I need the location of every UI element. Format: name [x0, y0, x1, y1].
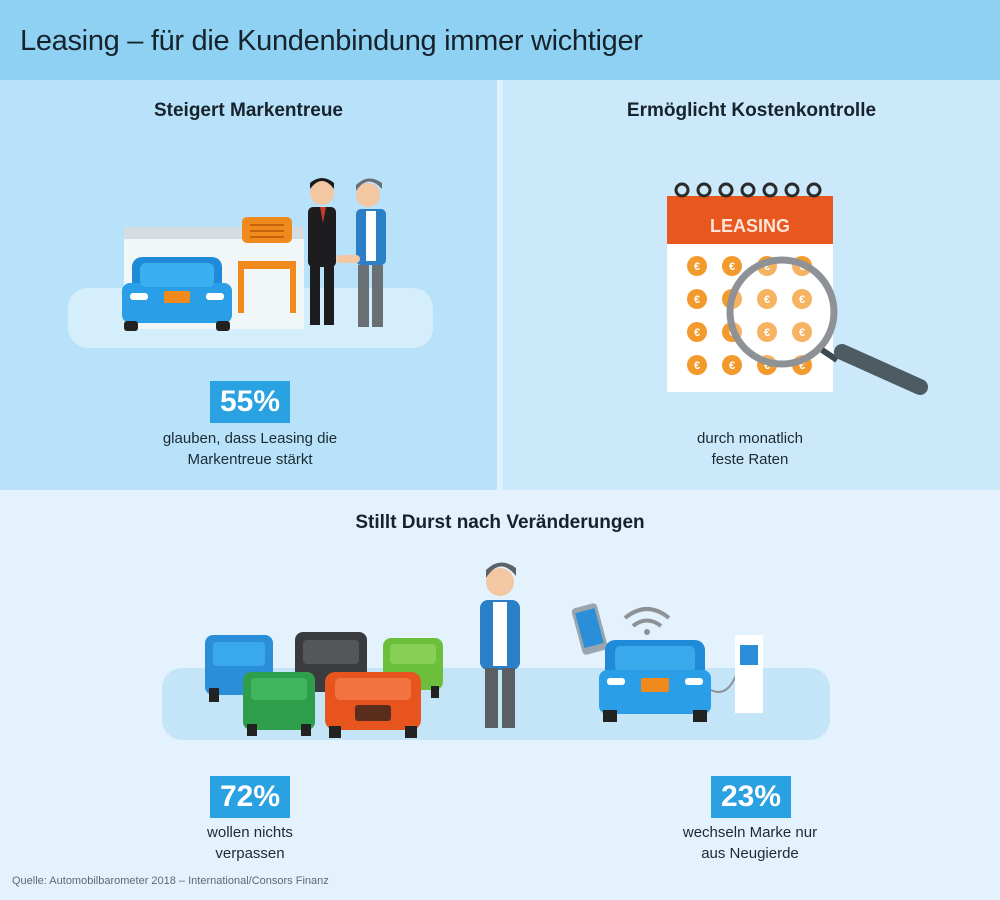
svg-text:€: €: [799, 327, 805, 339]
stat-loyalty: 55%: [210, 381, 290, 423]
cars-person-ev-charging-icon: [205, 562, 763, 738]
caption-loyalty: glauben, dass Leasing die Markentreue st…: [162, 430, 338, 468]
source-note: Quelle: Automobilbarometer 2018 – Intern…: [12, 875, 329, 887]
svg-text:€: €: [764, 360, 770, 372]
svg-text:€: €: [799, 294, 805, 306]
page-title: Leasing – für die Kundenbindung immer wi…: [20, 25, 643, 57]
svg-text:€: €: [764, 327, 770, 339]
svg-text:€: €: [799, 360, 805, 372]
divider: [497, 80, 503, 490]
svg-text:€: €: [694, 294, 700, 306]
section-title-cost-control: Ermöglicht Kostenkontrolle: [626, 100, 877, 121]
svg-text:€: €: [764, 294, 770, 306]
stat-fomo: 72%: [210, 776, 290, 818]
svg-text:€: €: [729, 360, 735, 372]
caption-cost-control: durch monatlich feste Raten: [697, 430, 803, 468]
svg-text:€: €: [694, 327, 700, 339]
svg-text:€: €: [694, 360, 700, 372]
stat-curiosity: 23%: [711, 776, 791, 818]
header-banner: Leasing – für die Kundenbindung immer wi…: [0, 0, 1000, 80]
calendar-euro-magnifier-icon: LEASING €€€€ €€€€ €€€€ €€€€: [667, 182, 928, 395]
section-title-loyalty: Steigert Markentreue: [153, 100, 343, 121]
svg-text:€: €: [764, 261, 770, 273]
svg-text:€: €: [729, 261, 735, 273]
calendar-label: LEASING: [710, 216, 790, 236]
caption-fomo: wollen nichts verpassen: [207, 824, 293, 862]
caption-curiosity: wechseln Marke nur aus Neugierde: [682, 824, 818, 862]
car-dealership-handshake-icon: [122, 178, 386, 331]
svg-text:€: €: [694, 261, 700, 273]
section-title-change: Stillt Durst nach Veränderungen: [355, 512, 645, 533]
